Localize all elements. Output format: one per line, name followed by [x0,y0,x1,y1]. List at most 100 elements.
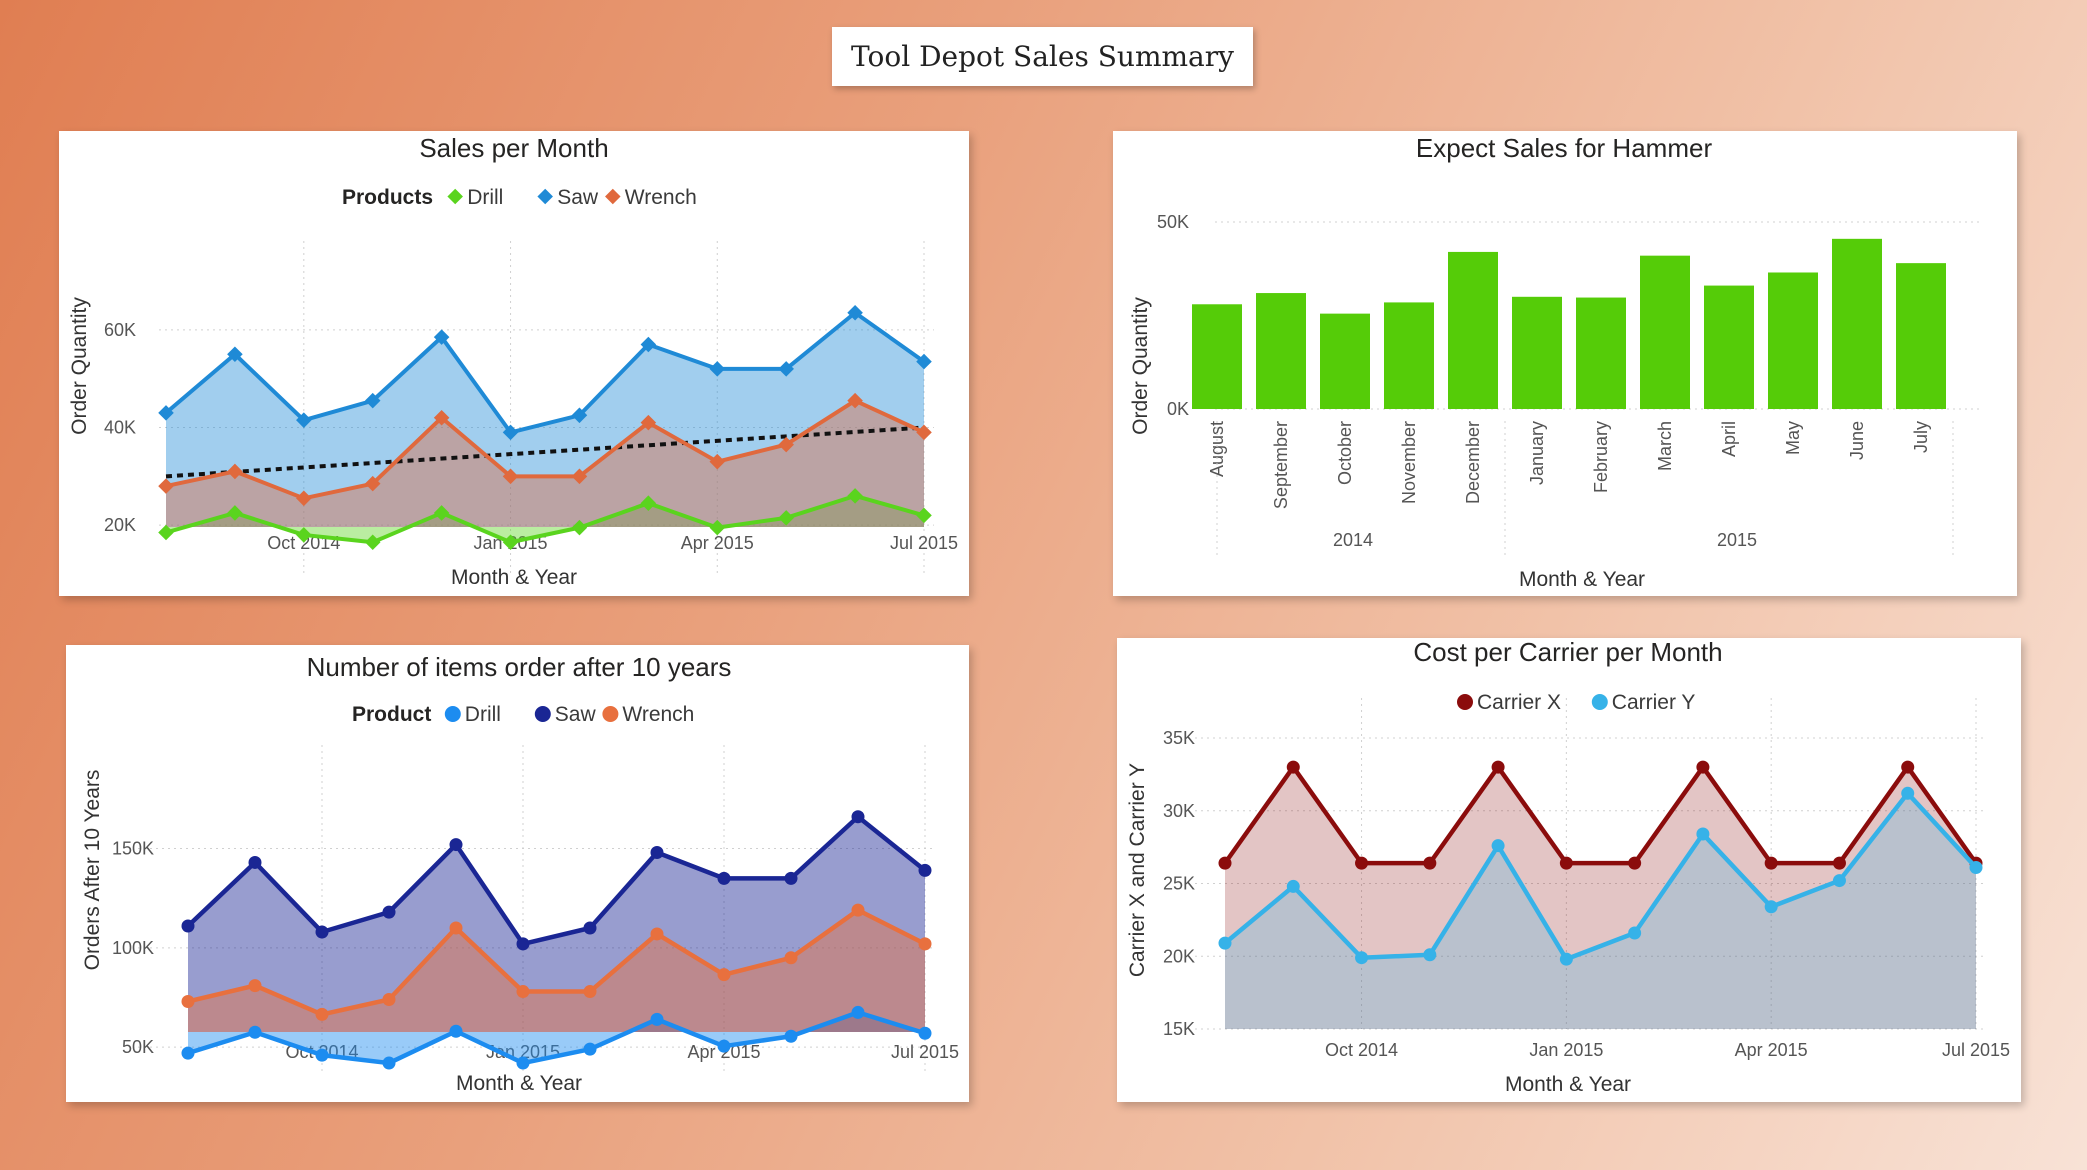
point-drill[interactable] [502,534,519,551]
point-drill[interactable] [583,1042,597,1056]
point-wrench[interactable] [918,937,932,951]
bar-january[interactable] [1512,296,1562,409]
bar-april[interactable] [1704,285,1754,409]
point-drill[interactable] [918,1026,932,1040]
legend-item-saw[interactable]: Saw [534,703,597,726]
point-carrier-y[interactable] [1491,839,1505,853]
point-saw[interactable] [784,871,798,885]
point-drill[interactable] [851,1005,865,1019]
point-saw[interactable] [851,810,865,824]
point-carrier-x[interactable] [1218,856,1232,870]
bar-december[interactable] [1448,251,1498,409]
point-wrench[interactable] [516,985,530,999]
y-axis-title: Orders After 10 Years [81,770,104,971]
point-saw[interactable] [516,937,530,951]
point-carrier-y[interactable] [1969,860,1983,874]
point-carrier-y[interactable] [1832,874,1846,888]
point-saw[interactable] [382,905,396,919]
point-drill[interactable] [364,534,381,551]
x-tick-label: November [1399,421,1419,504]
point-wrench[interactable] [315,1007,329,1021]
point-carrier-y[interactable] [1355,951,1369,965]
point-wrench[interactable] [227,463,243,480]
point-saw[interactable] [181,919,195,933]
bar-october[interactable] [1320,313,1370,409]
legend-title: Products [342,186,433,209]
point-carrier-y[interactable] [1764,900,1778,914]
point-carrier-x[interactable] [1423,856,1437,870]
point-saw[interactable] [583,921,597,935]
legend-item-drill[interactable]: Drill [447,186,503,209]
hammer-sales-card[interactable]: Expect Sales for Hammer 0K 50K August Septem… [1113,131,2017,596]
line-saw [186,814,927,947]
point-wrench[interactable] [851,903,865,917]
point-wrench[interactable] [650,927,664,941]
items-after-10-years-card[interactable]: Number of items order after 10 years Prod… [66,645,969,1102]
area-wrench [188,910,925,1032]
point-drill[interactable] [650,1012,664,1026]
point-carrier-x[interactable] [1559,856,1573,870]
point-saw[interactable] [918,863,932,877]
bar-november[interactable] [1384,302,1434,409]
point-wrench[interactable] [784,951,798,965]
point-drill[interactable] [449,1024,463,1038]
point-wrench[interactable] [717,968,731,982]
point-wrench[interactable] [583,985,597,999]
point-carrier-y[interactable] [1628,926,1642,940]
point-drill[interactable] [315,1048,329,1062]
point-saw[interactable] [717,871,731,885]
point-drill[interactable] [227,505,243,521]
y-tick-label: 35K [1163,728,1195,748]
point-wrench[interactable] [181,994,195,1008]
point-drill[interactable] [382,1056,396,1070]
legend-title: Product [352,703,431,726]
point-carrier-y[interactable] [1286,879,1300,893]
x-tick-label: Jul 2015 [891,1042,959,1062]
point-carrier-y[interactable] [1901,786,1915,800]
sales-per-month-card[interactable]: Sales per Month Products Drill Saw Wrench 20K… [59,131,969,596]
bar-may[interactable] [1768,272,1818,409]
point-saw[interactable] [227,346,243,363]
point-carrier-y[interactable] [1559,952,1573,966]
legend-item-carrier-x[interactable]: Carrier X [1457,691,1561,714]
point-carrier-x[interactable] [1901,760,1915,774]
bar-march[interactable] [1640,255,1690,409]
point-carrier-x[interactable] [1764,856,1778,870]
point-wrench[interactable] [382,993,396,1006]
bar-august[interactable] [1192,304,1242,409]
point-carrier-x[interactable] [1696,760,1710,774]
legend-item-wrench[interactable]: Wrench [602,703,694,726]
point-drill[interactable] [296,527,312,543]
bar-june[interactable] [1832,238,1882,409]
bar-february[interactable] [1576,297,1626,409]
legend-item-drill[interactable]: Drill [444,703,501,726]
point-drill[interactable] [181,1046,195,1060]
point-carrier-x[interactable] [1628,856,1642,870]
legend-item-carrier-y[interactable]: Carrier Y [1591,691,1696,714]
point-carrier-x[interactable] [1491,760,1505,774]
point-carrier-x[interactable] [1286,760,1300,774]
point-wrench[interactable] [449,921,463,935]
legend-item-saw[interactable]: Saw [537,186,599,209]
point-saw[interactable] [916,353,932,370]
point-carrier-y[interactable] [1696,827,1710,841]
point-saw[interactable] [315,925,329,939]
point-saw[interactable] [650,846,664,860]
point-drill[interactable] [248,1025,262,1039]
point-saw[interactable] [433,329,450,345]
point-saw[interactable] [449,838,463,852]
point-drill[interactable] [717,1039,731,1053]
point-drill[interactable] [158,524,174,541]
bar-july[interactable] [1896,263,1946,409]
cost-per-carrier-card[interactable]: Cost per Carrier per Month Carrier X Carri… [1117,638,2021,1102]
bar-september[interactable] [1256,293,1306,409]
point-carrier-y[interactable] [1218,936,1232,950]
legend-item-wrench[interactable]: Wrench [605,186,697,209]
point-carrier-x[interactable] [1832,856,1846,870]
point-drill[interactable] [784,1029,798,1043]
point-carrier-y[interactable] [1423,948,1437,962]
point-wrench[interactable] [248,979,262,993]
point-carrier-x[interactable] [1355,856,1369,870]
point-drill[interactable] [516,1056,530,1070]
point-saw[interactable] [248,855,262,869]
